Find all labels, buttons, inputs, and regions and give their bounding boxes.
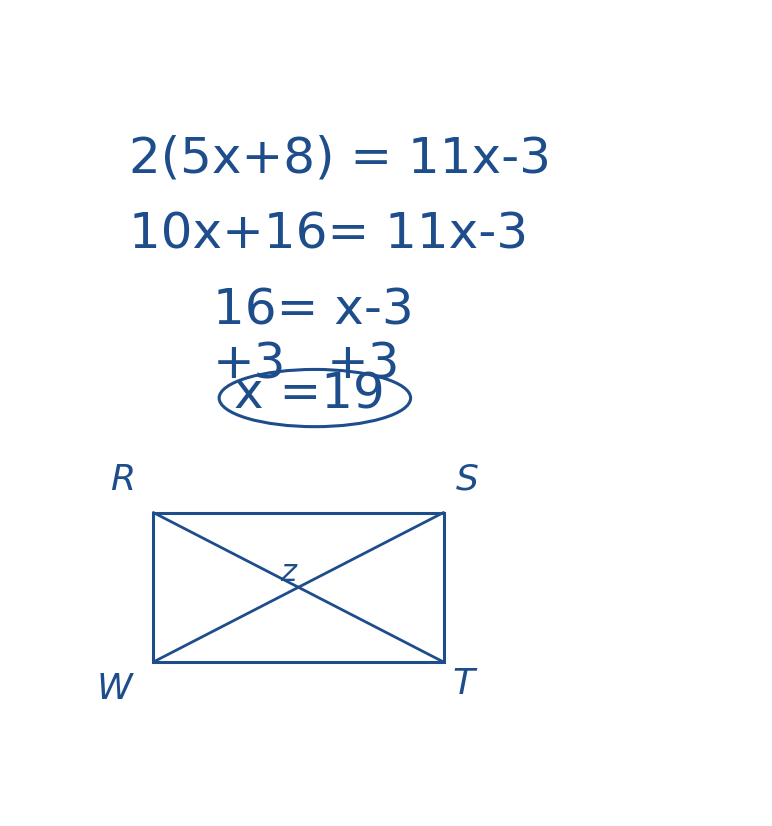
Text: 2(5x+8) = 11x-3: 2(5x+8) = 11x-3 bbox=[130, 134, 551, 182]
Text: S: S bbox=[455, 463, 479, 496]
Text: R: R bbox=[110, 463, 135, 496]
Text: 10x+16= 11x-3: 10x+16= 11x-3 bbox=[130, 211, 529, 259]
Text: W: W bbox=[96, 672, 133, 705]
Text: 16= x-3: 16= x-3 bbox=[213, 287, 414, 335]
Text: z: z bbox=[280, 558, 296, 587]
Bar bbox=[154, 512, 443, 662]
Text: T: T bbox=[452, 667, 475, 701]
Text: +3: +3 bbox=[213, 341, 286, 389]
Text: x =19: x =19 bbox=[233, 371, 384, 419]
Text: +3: +3 bbox=[327, 341, 401, 389]
